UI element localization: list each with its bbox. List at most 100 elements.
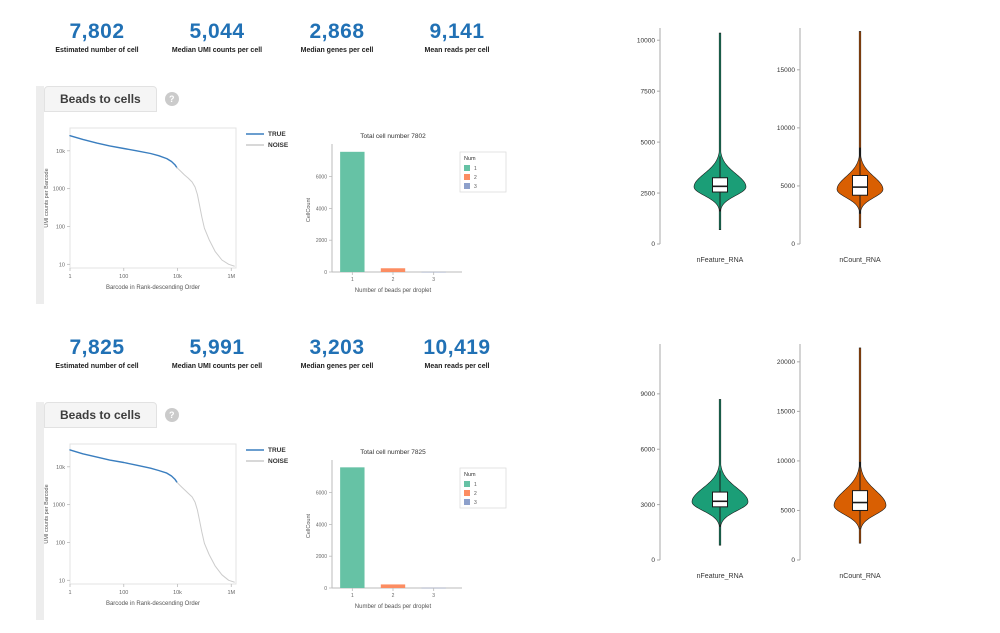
metric-label: Median UMI counts per cell xyxy=(171,363,263,370)
qc-violin-plots: 0 2500 5000 7500 10000 nFeature_RNA 0 5000 10000… xyxy=(637,28,884,264)
svg-text:3: 3 xyxy=(474,184,477,190)
svg-text:nCount_RNA: nCount_RNA xyxy=(839,573,881,580)
metric-value: 7,825 xyxy=(69,336,125,359)
beads-per-droplet-bar-chart: Total cell number 7802 0 2000 4000 6000 1 2 3 Ce… xyxy=(306,133,507,294)
svg-text:7500: 7500 xyxy=(641,88,656,95)
svg-text:6000: 6000 xyxy=(316,175,327,181)
svg-text:CellCount: CellCount xyxy=(306,513,312,538)
sidebar-strip xyxy=(36,86,44,304)
svg-text:1M: 1M xyxy=(227,590,235,596)
svg-text:UMI counts per Barcode: UMI counts per Barcode xyxy=(44,484,50,543)
svg-text:2: 2 xyxy=(392,593,395,599)
metric-value: 9,141 xyxy=(429,20,485,43)
svg-text:3: 3 xyxy=(432,593,435,599)
svg-text:100: 100 xyxy=(119,274,128,280)
svg-text:5000: 5000 xyxy=(781,508,796,515)
metrics-row: 7,802 Estimated number of cell 5,044 Med… xyxy=(38,20,516,54)
tab-beads-to-cells[interactable]: Beads to cells xyxy=(44,402,157,428)
svg-text:0: 0 xyxy=(651,557,655,564)
svg-text:10k: 10k xyxy=(173,590,182,596)
metric-card-median-genes: 2,868 Median genes per cell xyxy=(278,20,396,54)
svg-text:100: 100 xyxy=(56,540,65,546)
svg-text:4000: 4000 xyxy=(316,522,327,528)
svg-text:CellCount: CellCount xyxy=(306,197,312,222)
tab-bar: Beads to cells ? xyxy=(44,402,179,428)
svg-text:1: 1 xyxy=(68,274,71,280)
metric-value: 2,868 xyxy=(309,20,365,43)
svg-text:0: 0 xyxy=(791,557,795,564)
svg-text:nCount_RNA: nCount_RNA xyxy=(839,257,881,264)
tab-beads-to-cells[interactable]: Beads to cells xyxy=(44,86,157,112)
svg-text:10k: 10k xyxy=(173,274,182,280)
svg-text:10000: 10000 xyxy=(637,37,655,44)
svg-text:Total cell number 7802: Total cell number 7802 xyxy=(360,133,426,140)
svg-text:UMI counts per Barcode: UMI counts per Barcode xyxy=(44,168,50,227)
svg-text:0: 0 xyxy=(651,241,655,248)
metric-label: Estimated number of cell xyxy=(55,47,139,54)
metric-card-median-umi: 5,044 Median UMI counts per cell xyxy=(158,20,276,54)
report-section-2: 7,825 Estimated number of cell 5,991 Med… xyxy=(0,316,1000,632)
svg-text:2: 2 xyxy=(392,277,395,283)
svg-text:1: 1 xyxy=(351,593,354,599)
svg-text:10: 10 xyxy=(59,262,65,268)
svg-text:1: 1 xyxy=(351,277,354,283)
svg-text:6000: 6000 xyxy=(641,446,656,453)
svg-text:3: 3 xyxy=(474,500,477,506)
svg-text:3: 3 xyxy=(432,277,435,283)
metric-label: Median UMI counts per cell xyxy=(171,47,263,54)
metric-value: 10,419 xyxy=(423,336,491,359)
svg-text:TRUE: TRUE xyxy=(268,131,286,138)
svg-text:0: 0 xyxy=(324,270,327,276)
help-icon[interactable]: ? xyxy=(164,92,179,106)
svg-text:6000: 6000 xyxy=(316,491,327,497)
svg-text:10: 10 xyxy=(59,578,65,584)
svg-text:Number of beads per droplet: Number of beads per droplet xyxy=(355,288,432,294)
svg-text:2500: 2500 xyxy=(641,190,656,197)
svg-text:Barcode in Rank-descending Ord: Barcode in Rank-descending Order xyxy=(106,285,200,291)
report-section-1: 7,802 Estimated number of cell 5,044 Med… xyxy=(0,0,1000,316)
svg-text:2000: 2000 xyxy=(316,554,327,560)
svg-text:100: 100 xyxy=(56,224,65,230)
svg-text:Total cell number 7825: Total cell number 7825 xyxy=(360,449,426,456)
svg-text:15000: 15000 xyxy=(777,409,795,416)
svg-text:100: 100 xyxy=(119,590,128,596)
svg-text:Number of beads per droplet: Number of beads per droplet xyxy=(355,604,432,610)
qc-violin-plots: 0 3000 6000 9000 nFeature_RNA 0 5000 10000 15000… xyxy=(641,344,887,580)
metric-card-mean-reads: 10,419 Mean reads per cell xyxy=(398,336,516,370)
svg-text:10000: 10000 xyxy=(777,458,795,465)
svg-text:nFeature_RNA: nFeature_RNA xyxy=(697,573,744,580)
svg-text:NOISE: NOISE xyxy=(268,458,289,465)
svg-text:15000: 15000 xyxy=(777,67,795,74)
metric-value: 7,802 xyxy=(69,20,125,43)
metric-label: Mean reads per cell xyxy=(424,47,490,54)
metric-card-mean-reads: 9,141 Mean reads per cell xyxy=(398,20,516,54)
svg-text:Num: Num xyxy=(464,156,476,162)
barcode-rank-knee-plot: 10 100 1000 10k 1 100 10k 1M UMI counts per Barc… xyxy=(44,127,289,291)
beads-per-droplet-bar-chart: Total cell number 7825 0 2000 4000 6000 1 2 3 Ce… xyxy=(306,449,507,610)
metric-value: 5,044 xyxy=(189,20,245,43)
svg-text:nFeature_RNA: nFeature_RNA xyxy=(697,257,744,264)
svg-text:10k: 10k xyxy=(56,465,65,471)
svg-text:1: 1 xyxy=(474,482,477,488)
svg-text:10k: 10k xyxy=(56,149,65,155)
help-icon[interactable]: ? xyxy=(164,408,179,422)
svg-text:4000: 4000 xyxy=(316,206,327,212)
svg-text:10000: 10000 xyxy=(777,125,795,132)
svg-text:5000: 5000 xyxy=(781,183,796,190)
metric-card-estimated-cells: 7,825 Estimated number of cell xyxy=(38,336,156,370)
svg-text:1000: 1000 xyxy=(53,503,65,509)
sidebar-strip xyxy=(36,402,44,620)
svg-text:NOISE: NOISE xyxy=(268,142,289,149)
svg-text:20000: 20000 xyxy=(777,359,795,366)
metric-card-median-genes: 3,203 Median genes per cell xyxy=(278,336,396,370)
svg-text:2000: 2000 xyxy=(316,238,327,244)
metric-label: Median genes per cell xyxy=(300,363,374,370)
svg-text:3000: 3000 xyxy=(641,502,656,509)
svg-text:5000: 5000 xyxy=(641,139,656,146)
metric-label: Mean reads per cell xyxy=(424,363,490,370)
metric-card-estimated-cells: 7,802 Estimated number of cell xyxy=(38,20,156,54)
svg-text:0: 0 xyxy=(324,586,327,592)
metrics-row: 7,825 Estimated number of cell 5,991 Med… xyxy=(38,336,516,370)
metric-label: Median genes per cell xyxy=(300,47,374,54)
svg-text:0: 0 xyxy=(791,241,795,248)
